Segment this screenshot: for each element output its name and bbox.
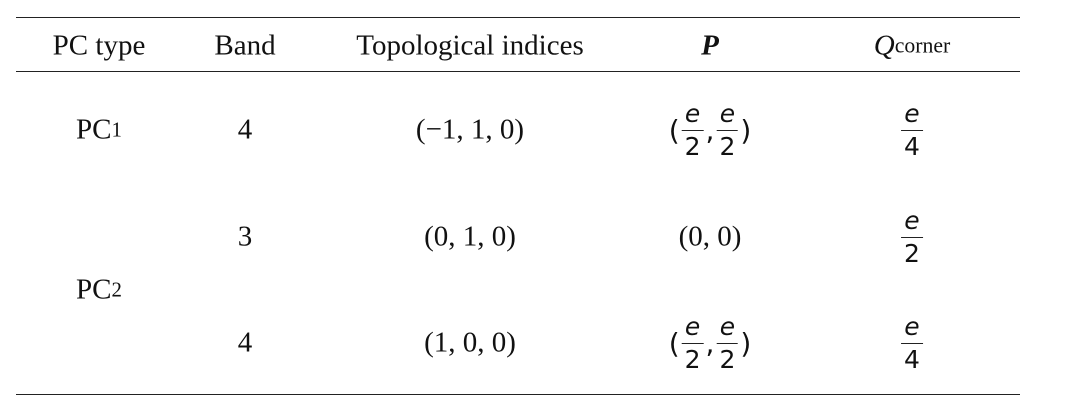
- numerator: e: [901, 313, 923, 344]
- band-cell: 3: [238, 221, 253, 254]
- paren: (: [668, 326, 680, 360]
- denominator: 4: [904, 344, 920, 374]
- header-symbol: Q: [873, 29, 895, 62]
- separator: ,: [705, 326, 715, 360]
- numerator: e: [716, 100, 739, 131]
- band: 4: [237, 326, 253, 359]
- indices: (0, 1, 0): [424, 220, 516, 253]
- paren: ): [740, 113, 752, 147]
- pc-subscript: 1: [111, 117, 122, 142]
- indices-cell: (0, 1, 0): [424, 221, 516, 254]
- numerator: e: [681, 313, 704, 344]
- denominator: 4: [904, 131, 920, 161]
- header-text: PC type: [52, 29, 146, 62]
- pc-base: PC: [76, 273, 112, 306]
- column-header: P: [701, 30, 719, 63]
- denominator: 2: [684, 344, 701, 374]
- numerator: e: [716, 313, 739, 344]
- denominator: 2: [684, 131, 701, 161]
- denominator: 2: [904, 238, 920, 268]
- indices: (−1, 1, 0): [415, 113, 525, 146]
- paren: ): [740, 326, 752, 360]
- column-header: Topological indices: [356, 30, 584, 63]
- polarization-cell: (0, 0): [679, 221, 742, 254]
- denominator: 2: [719, 131, 736, 161]
- pc-type: PC 2: [76, 274, 122, 307]
- paren: (: [668, 113, 680, 147]
- pc-type: PC 1: [76, 114, 122, 147]
- column-header: Band: [214, 30, 275, 63]
- header-text: Band: [214, 29, 276, 62]
- indices: (1, 0, 0): [424, 326, 516, 359]
- header-text: Topological indices: [356, 29, 584, 62]
- column-header: PC type: [53, 30, 146, 63]
- polarization: (0, 0): [678, 220, 742, 253]
- polarization-cell: (e 2, e 2): [669, 100, 752, 160]
- indices-cell: (−1, 1, 0): [416, 114, 524, 147]
- bottom-rule: [16, 394, 1020, 395]
- header-subscript: corner: [894, 33, 951, 58]
- numerator: e: [681, 100, 704, 131]
- indices-cell: (1, 0, 0): [424, 327, 516, 360]
- band-cell: 4: [238, 114, 253, 147]
- band-cell: 4: [238, 327, 253, 360]
- top-rule: [16, 17, 1020, 18]
- header-rule: [16, 71, 1020, 72]
- pc-subscript: 2: [111, 277, 122, 302]
- band: 3: [237, 220, 253, 253]
- pc-base: PC: [76, 113, 112, 146]
- denominator: 2: [719, 344, 736, 374]
- band: 4: [237, 113, 253, 146]
- polarization-cell: (e 2, e 2): [669, 313, 752, 373]
- separator: ,: [705, 113, 715, 147]
- header-text: P: [701, 29, 719, 62]
- numerator: e: [901, 207, 923, 238]
- numerator: e: [901, 100, 923, 131]
